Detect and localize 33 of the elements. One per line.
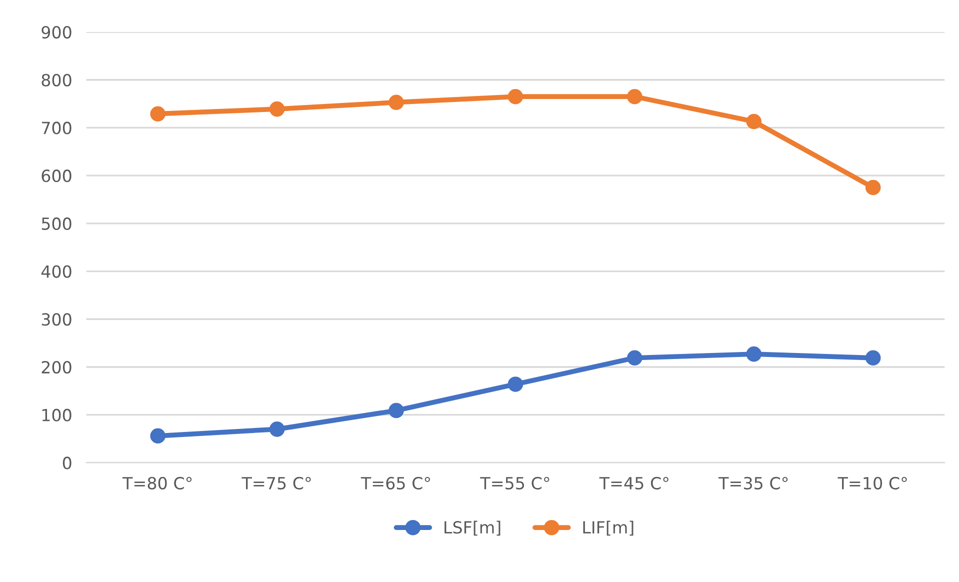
y-tick-label: 300 xyxy=(42,313,72,326)
point xyxy=(865,180,881,196)
point xyxy=(150,428,166,444)
y-tick-label: 0 xyxy=(62,456,72,470)
x-tick-label: T=45 C° xyxy=(599,476,668,490)
y-tick-label: 100 xyxy=(42,408,72,422)
y-tick-label: 600 xyxy=(42,170,72,182)
point xyxy=(746,346,762,362)
legend-label: LIF[m] xyxy=(583,520,634,536)
y-tick-label: 500 xyxy=(42,217,72,230)
x-tick-label: T=80 C° xyxy=(122,476,192,490)
legend-label: LSF[m] xyxy=(444,520,500,536)
point xyxy=(627,88,642,104)
y-tick-label: 800 xyxy=(42,74,72,86)
point xyxy=(388,402,404,418)
point xyxy=(269,101,285,117)
y-tick-label: 900 xyxy=(42,26,72,39)
x-tick-label: T=65 C° xyxy=(360,476,430,490)
y-tick-label: 200 xyxy=(42,360,72,374)
x-tick-label: T=55 C° xyxy=(480,476,550,490)
y-tick-label: 400 xyxy=(41,265,72,278)
point xyxy=(508,88,524,104)
point xyxy=(627,350,642,366)
point xyxy=(746,114,762,130)
x-tick-label: T=35 C° xyxy=(718,476,788,490)
y-tick-label: 700 xyxy=(42,122,72,134)
point xyxy=(508,376,524,392)
x-tick-label: T=10 C° xyxy=(838,476,907,490)
point xyxy=(269,422,285,437)
point xyxy=(865,350,881,366)
point xyxy=(388,94,404,110)
x-tick-label: T=75 C° xyxy=(242,476,311,490)
point xyxy=(150,106,166,122)
